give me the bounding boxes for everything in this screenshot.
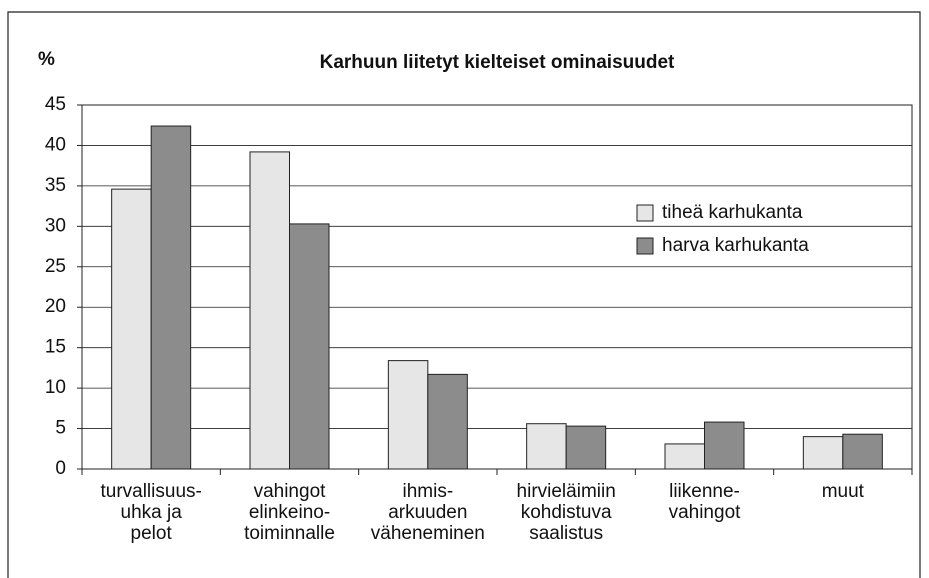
x-tick-label: liikenne- vahingot [668,481,741,523]
bar [802,436,844,470]
x-tick-label: vahingot elinkeino- toiminnalle [244,481,335,544]
bar [704,421,745,470]
y-tick-label: 45 [45,94,66,115]
legend-swatch [636,237,654,255]
bar [249,151,290,470]
frame [7,11,921,578]
y-tick-label: 5 [55,418,66,439]
y-tick-label: 0 [55,458,66,479]
y-tick-label: 20 [45,296,66,317]
chart-title: Karhuun liitetyt kielteiset ominaisuudet [320,52,675,73]
legend-label: harva karhukanta [662,235,809,256]
y-tick-label: 25 [45,256,66,277]
x-tick-label: turvallisuus- uhka ja pelot [100,481,202,544]
x-tick-label: hirvieläimiin kohdistuva saalistus [516,481,616,544]
y-tick-label: 15 [45,337,66,358]
y-tick-label: 10 [45,377,66,398]
y-tick-label: 35 [45,175,66,196]
bar [842,433,883,470]
bar [387,360,429,470]
x-tick-label: muut [821,481,864,502]
bar [565,425,607,470]
x-tick-label: ihmis- arkuuden väheneminen [370,481,485,544]
plot-area [81,104,913,470]
y-tick-label: 30 [45,215,66,236]
bar [664,443,705,470]
bar [111,188,152,470]
y-tick-label: 40 [45,134,66,155]
legend-label: tiheä karhukanta [662,202,803,223]
bar [526,423,567,470]
legend-swatch [636,204,654,222]
bar [150,125,192,470]
bar [289,223,330,470]
y-axis-label: % [38,49,55,70]
bar [427,373,468,470]
